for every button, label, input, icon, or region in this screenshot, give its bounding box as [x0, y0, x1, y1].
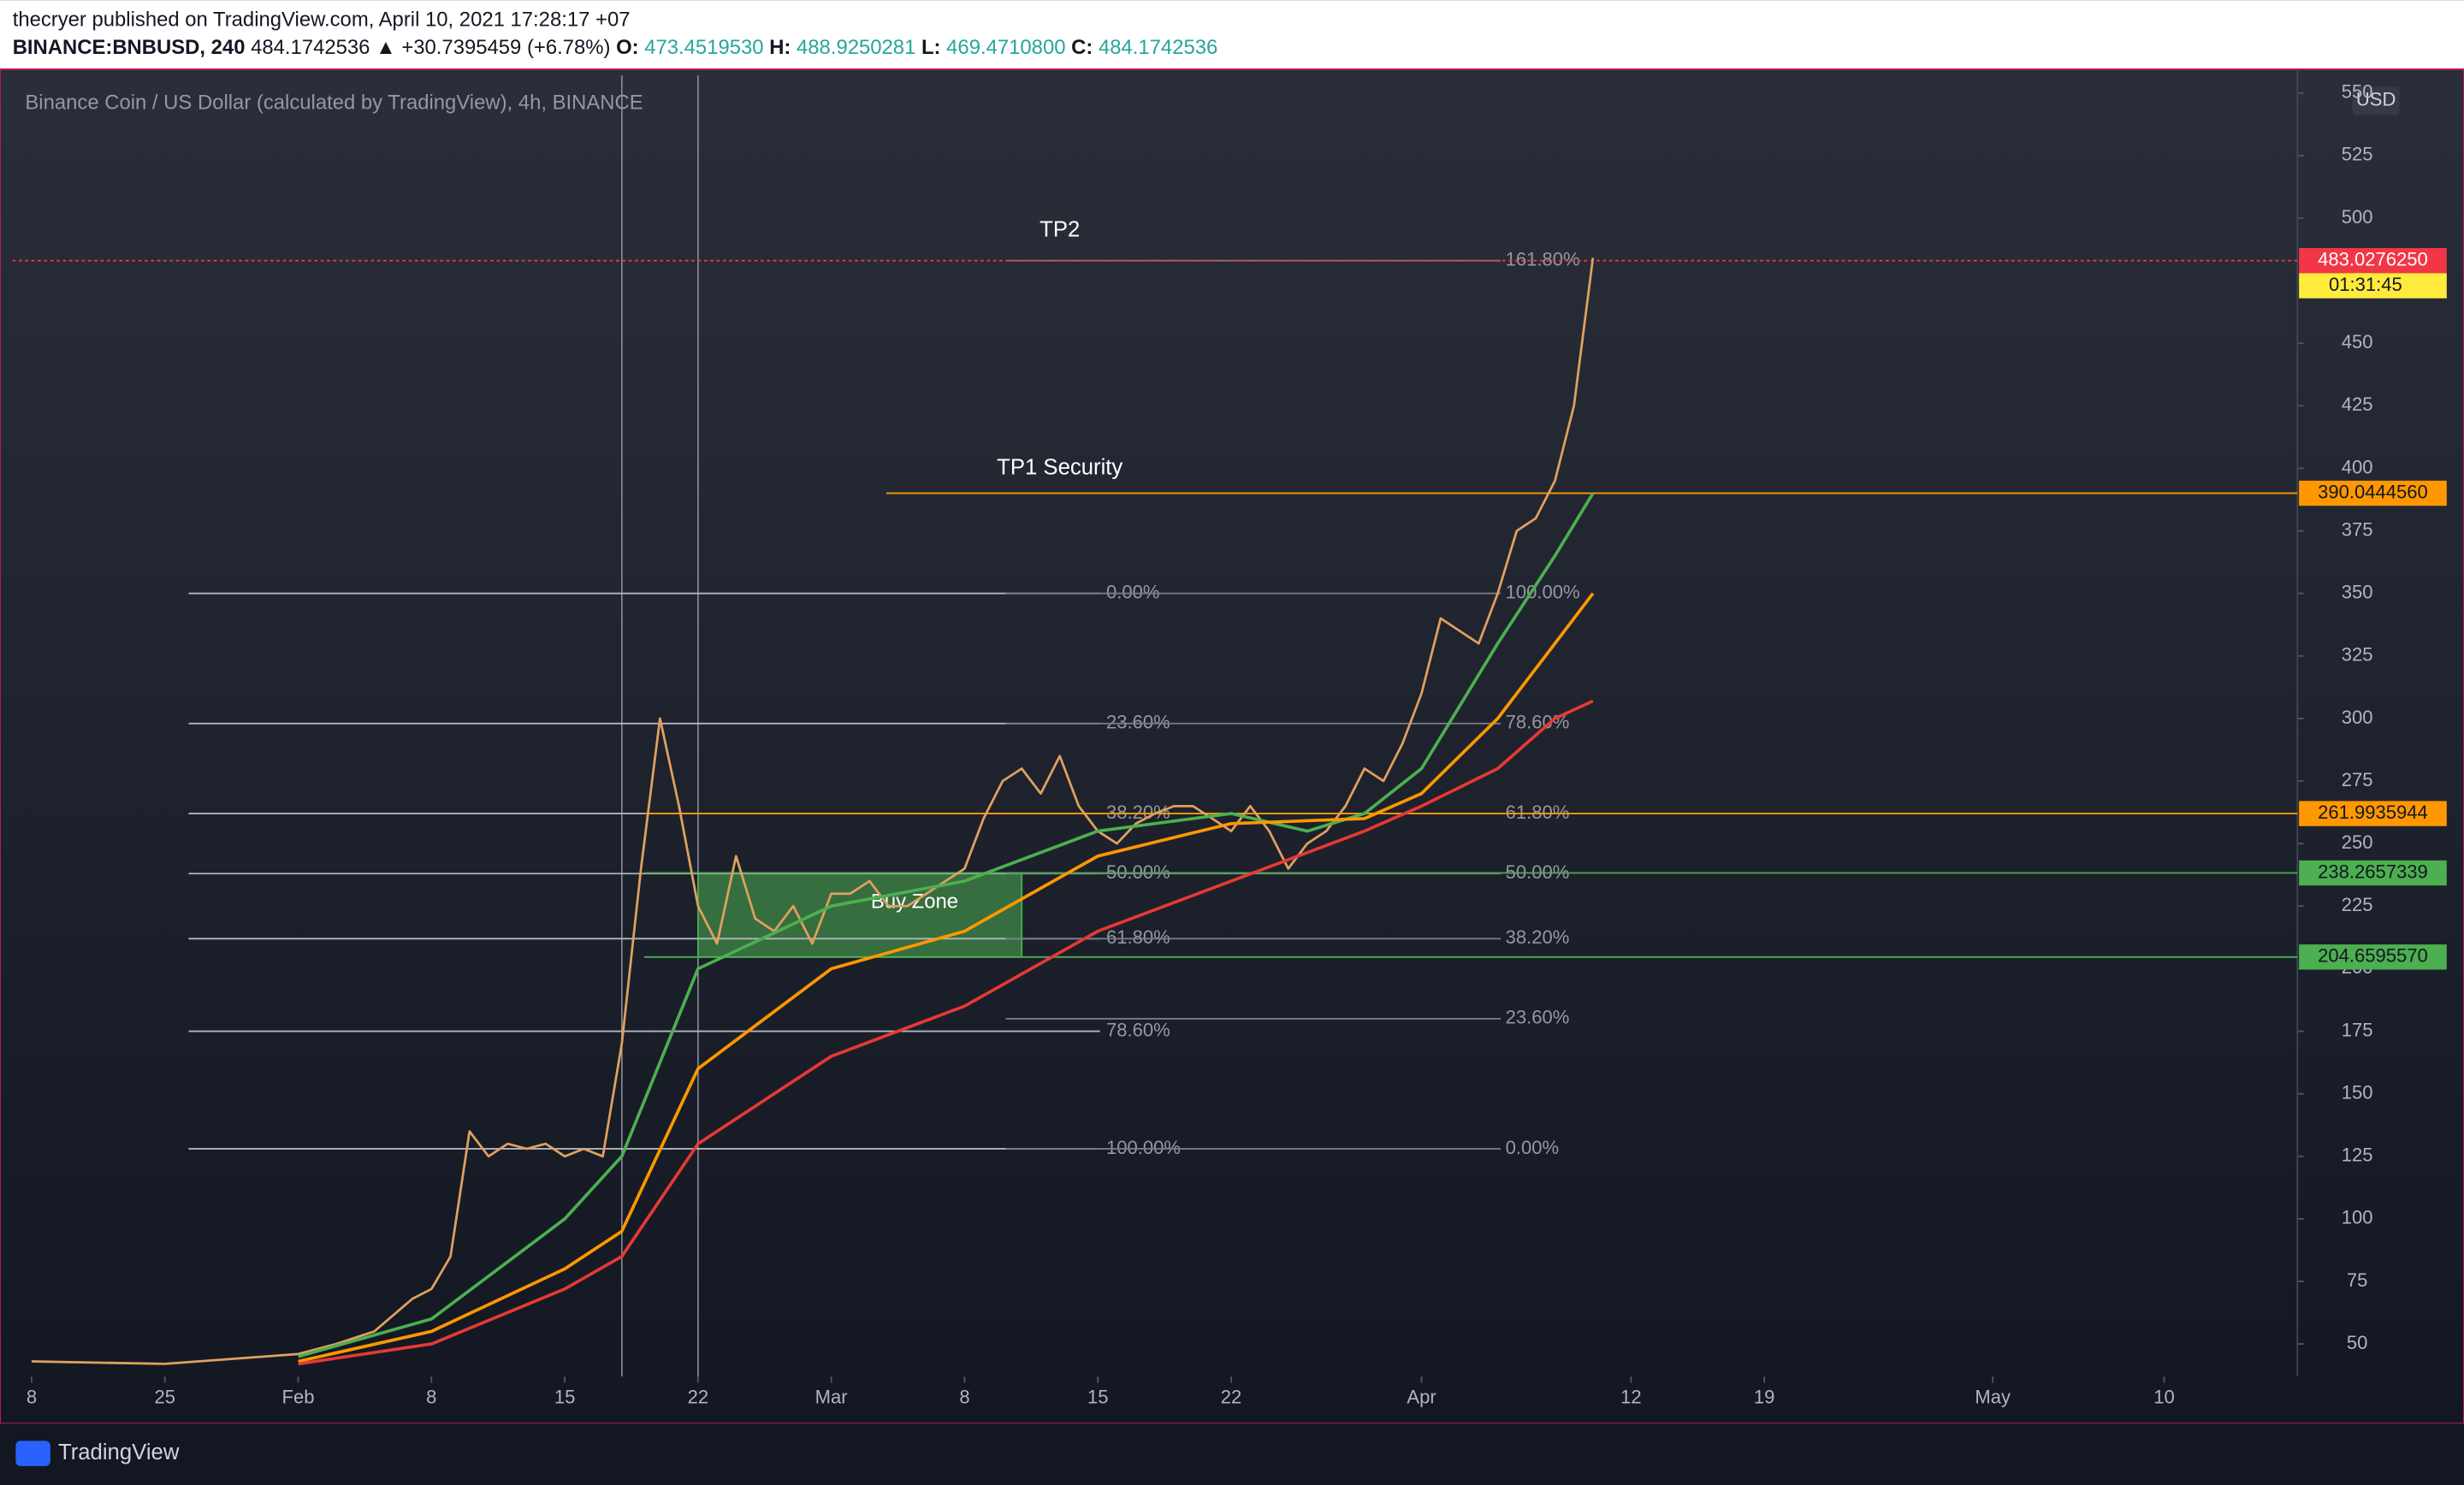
- last-price: 484.1742536: [251, 36, 370, 59]
- level-tag: [2299, 480, 2447, 506]
- x-tick-label: 8: [426, 1387, 436, 1408]
- annotation: TP1 Security: [997, 455, 1122, 479]
- x-tick-label: 22: [688, 1387, 709, 1408]
- fib-label: 23.60%: [1506, 1007, 1570, 1028]
- annotation: TP2: [1040, 217, 1080, 241]
- y-tick-label: 400: [2342, 456, 2373, 477]
- level-tag-label: 483.0276250: [2318, 248, 2428, 269]
- y-tick-label: 325: [2342, 644, 2373, 666]
- y-tick-label: 550: [2342, 81, 2373, 103]
- x-tick-label: Feb: [282, 1387, 315, 1408]
- y-tick-label: 100: [2342, 1207, 2373, 1228]
- footer-bg: [0, 1423, 2464, 1485]
- x-tick-label: 8: [959, 1387, 969, 1408]
- ohlc-key: C:: [1071, 36, 1093, 59]
- symbol-text: BINANCE:BNBUSD, 240 484.1742536 ▲ +30.73…: [13, 36, 1218, 59]
- x-tick-label: 25: [154, 1387, 175, 1408]
- y-tick-label: 150: [2342, 1081, 2373, 1103]
- x-tick-label: 19: [1754, 1387, 1775, 1408]
- ohlc-value: 488.9250281: [797, 36, 915, 59]
- x-tick-label: 15: [1087, 1387, 1109, 1408]
- ohlc-value: 484.1742536: [1099, 36, 1217, 59]
- level-tag-label: 390.0444560: [2318, 481, 2428, 502]
- chart-bg: [0, 68, 2464, 1425]
- x-tick-label: 12: [1620, 1387, 1642, 1408]
- fib-label: 161.80%: [1506, 249, 1580, 270]
- x-tick-label: 10: [2153, 1387, 2175, 1408]
- y-tick-label: 225: [2342, 894, 2373, 915]
- moving-average: [298, 492, 1595, 1358]
- unit: USD: [2356, 89, 2396, 110]
- fib-label: 100.00%: [1506, 582, 1580, 603]
- fib-label: 23.60%: [1106, 712, 1170, 733]
- ohlc-key: H:: [769, 36, 791, 59]
- ohlc-value: 469.4710800: [946, 36, 1065, 59]
- level-tag-label: 204.6595570: [2318, 945, 2428, 967]
- x-tick-label: Apr: [1407, 1387, 1436, 1408]
- x-tick-label: Mar: [815, 1387, 848, 1408]
- y-tick-label: 425: [2342, 393, 2373, 415]
- chart-title: Binance Coin / US Dollar (calculated by …: [25, 92, 643, 115]
- y-tick-label: 350: [2342, 582, 2373, 603]
- plot: 5075100125150175200225250275300325350375…: [12, 68, 2447, 1408]
- moving-average: [298, 592, 1595, 1364]
- fib-label: 0.00%: [1106, 582, 1159, 603]
- y-tick-label: 375: [2342, 518, 2373, 540]
- y-tick-label: 250: [2342, 831, 2373, 853]
- brand: TradingView: [58, 1441, 180, 1464]
- x-tick-label: 22: [1221, 1387, 1242, 1408]
- fib-label: 61.80%: [1106, 926, 1170, 948]
- y-tick-label: 125: [2342, 1145, 2373, 1166]
- level-tag: [2299, 860, 2447, 886]
- y-tick-label: 175: [2342, 1019, 2373, 1040]
- y-tick-label: 525: [2342, 144, 2373, 165]
- logo: [15, 1441, 50, 1466]
- x-tick-label: 15: [554, 1387, 576, 1408]
- fib-label: 100.00%: [1106, 1137, 1181, 1158]
- y-tick-label: 300: [2342, 707, 2373, 728]
- header-bg: [0, 0, 2464, 69]
- change: ▲ +30.7395459 (+6.78%): [376, 36, 610, 59]
- fib-label: 61.80%: [1506, 802, 1570, 823]
- unit-bg: [2352, 86, 2400, 115]
- level-tag-label: 261.9935944: [2318, 802, 2428, 823]
- fib-label: 78.60%: [1106, 1019, 1170, 1040]
- fib-label: 38.20%: [1506, 926, 1570, 948]
- x-tick-label: May: [1975, 1387, 2011, 1408]
- ohlc-key: L:: [921, 36, 941, 59]
- price-line: [31, 257, 1595, 1365]
- y-tick-label: 275: [2342, 769, 2373, 790]
- fib-label: 0.00%: [1506, 1137, 1559, 1158]
- ohlc-value: 473.4519530: [644, 36, 763, 59]
- symbol-line: BINANCE:BNBUSD, 240 484.1742536 ▲ +30.73…: [13, 36, 1218, 59]
- level-tag-label: 238.2657339: [2318, 861, 2428, 882]
- y-tick-label: 75: [2347, 1269, 2368, 1291]
- y-tick-label: 500: [2342, 206, 2373, 228]
- level-tag: [2299, 944, 2447, 970]
- x-tick-label: 8: [27, 1387, 37, 1408]
- fib-label: 78.60%: [1506, 712, 1570, 733]
- level-tag: [2299, 247, 2447, 274]
- y-tick-label: 450: [2342, 331, 2373, 352]
- symbol: BINANCE:BNBUSD, 240: [13, 36, 246, 59]
- moving-average: [298, 699, 1594, 1366]
- countdown: 01:31:45: [2329, 274, 2402, 295]
- ohlc-key: O:: [616, 36, 639, 59]
- y-tick-label: 50: [2347, 1332, 2368, 1353]
- level-tag: [2299, 801, 2447, 826]
- countdown-tag: [2299, 273, 2447, 299]
- publisher: thecryer published on TradingView.com, A…: [13, 8, 631, 31]
